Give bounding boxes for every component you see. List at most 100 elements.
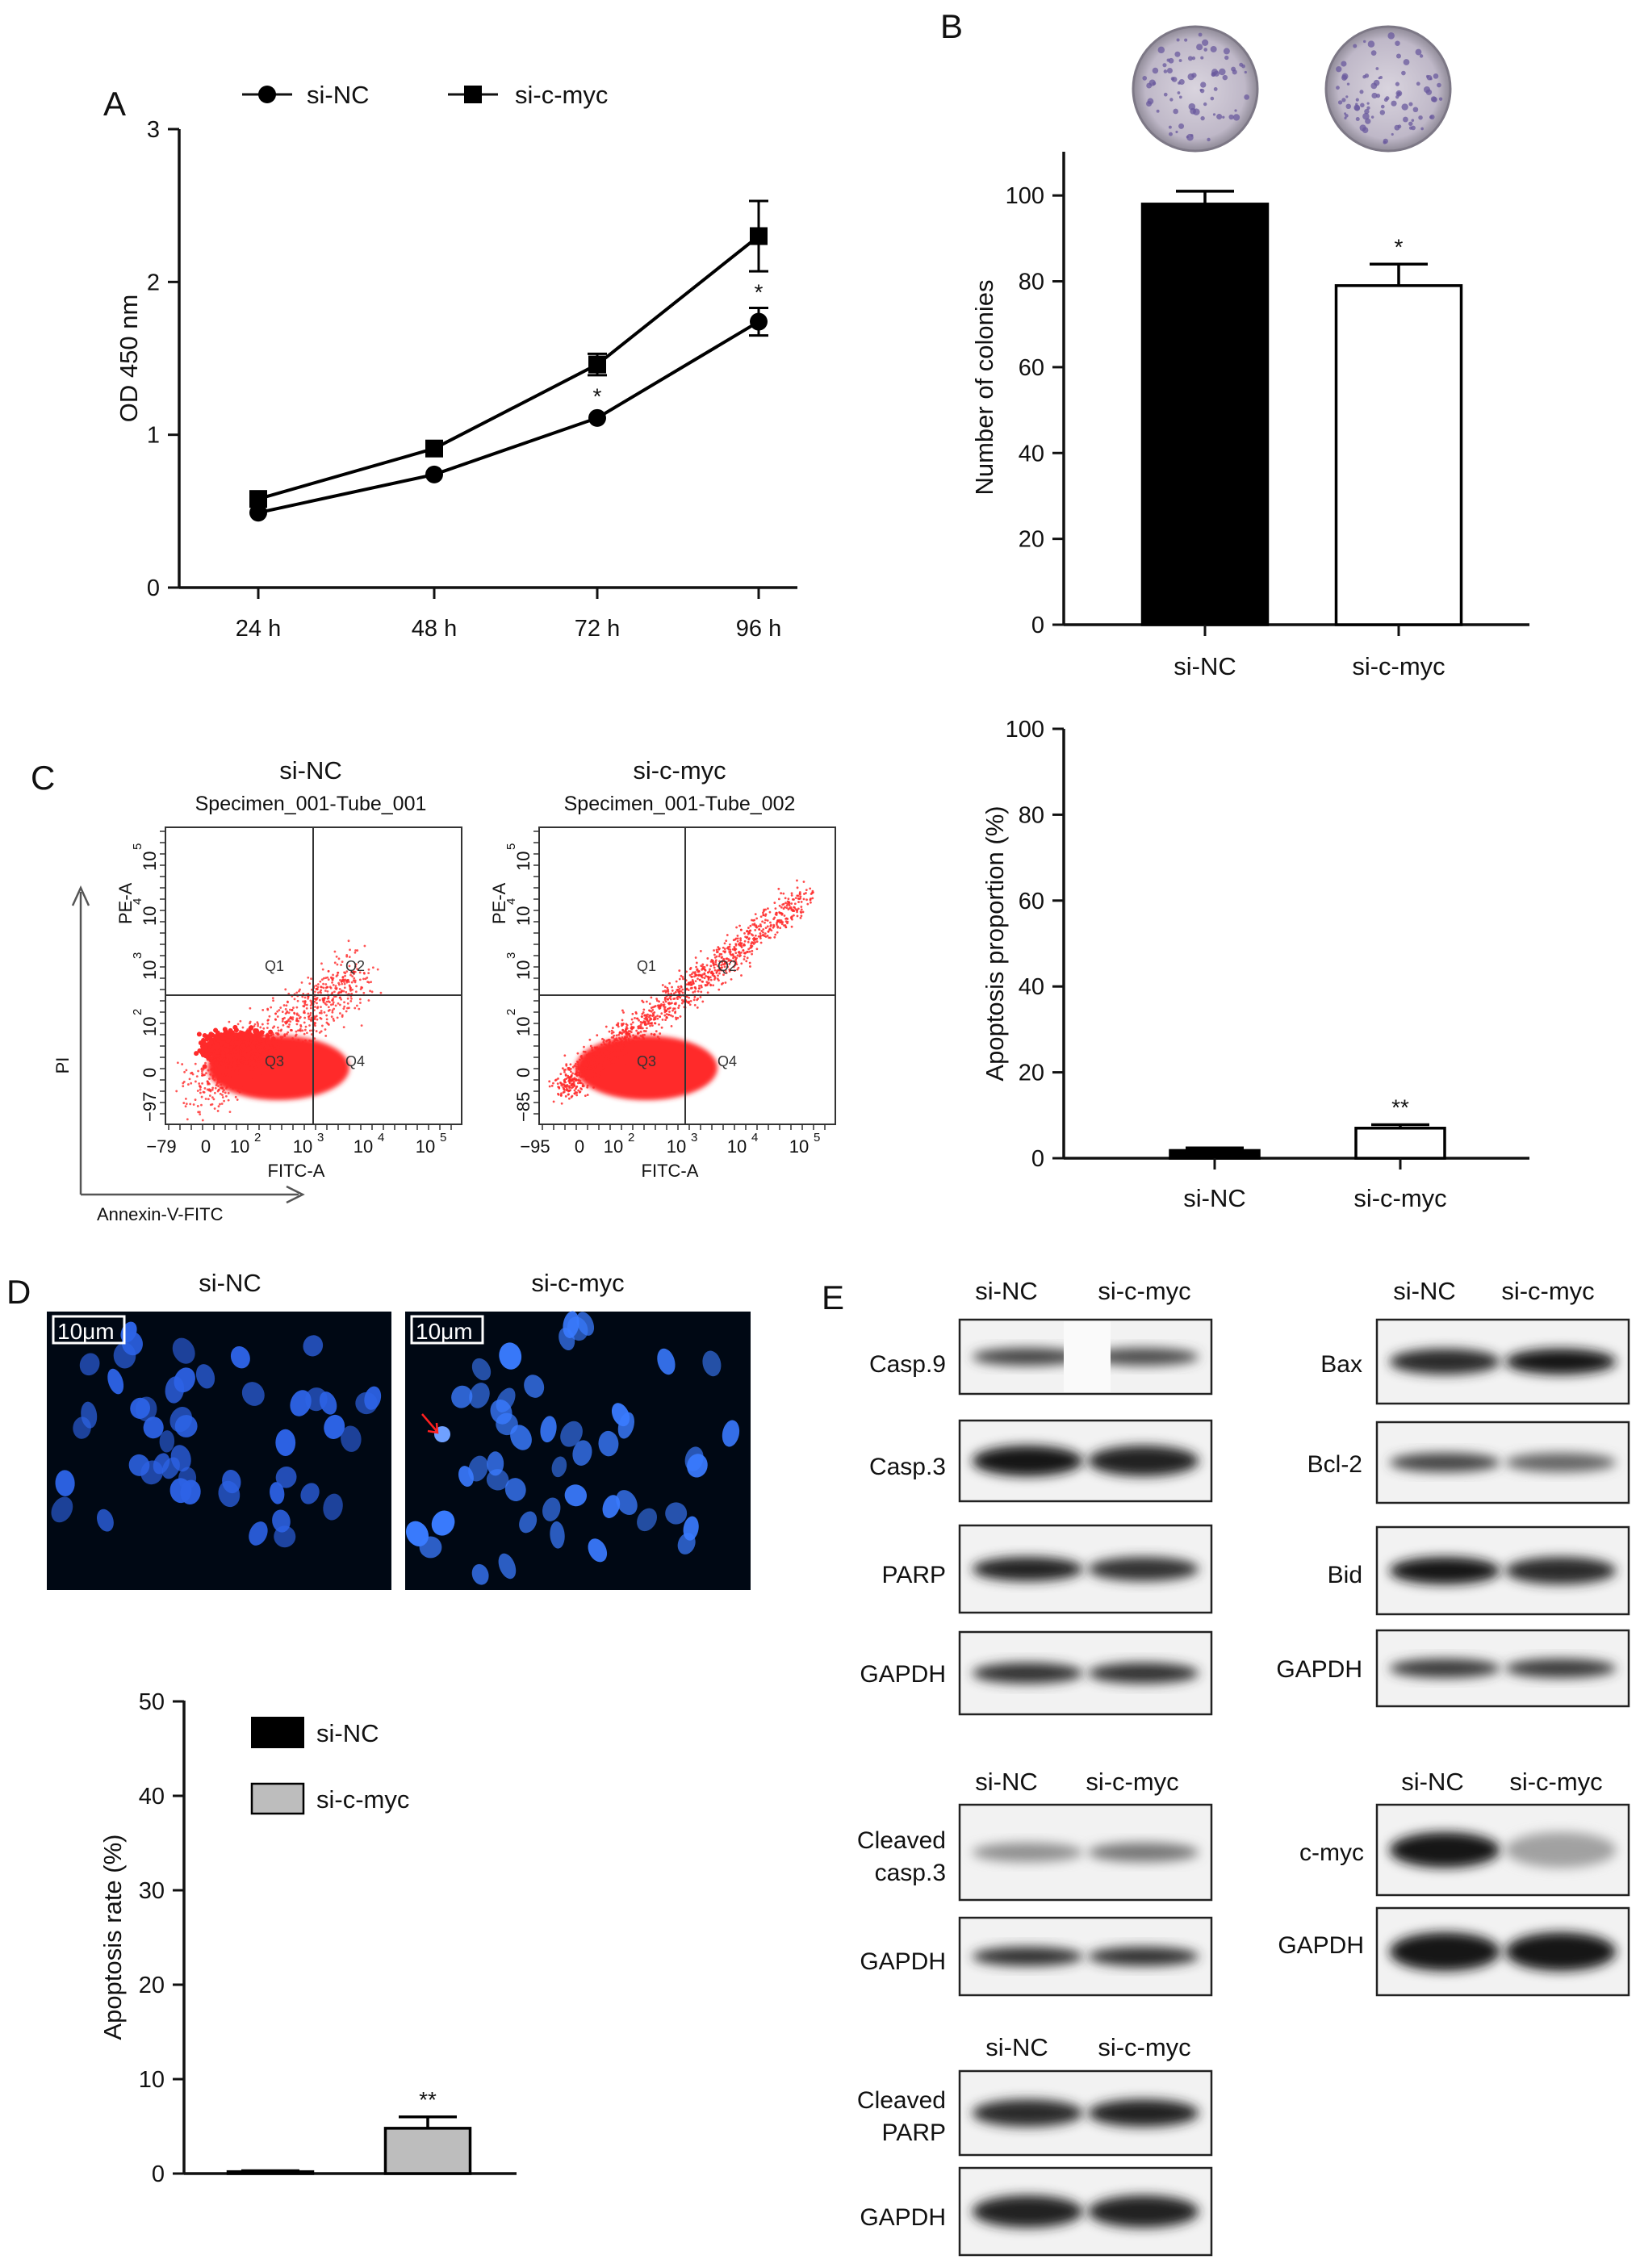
event-dot [749,947,751,949]
colony [1207,137,1211,142]
event-dot [261,1048,264,1052]
event-dot [354,990,358,994]
event-dot [208,1082,211,1086]
event-dot [743,944,746,947]
event-dot [642,1020,646,1023]
event-dot [241,1043,243,1046]
event-dot [208,1040,214,1045]
event-dot [592,1056,596,1059]
event-dot [211,1048,215,1051]
event-dot [363,972,366,975]
event-dot [767,930,770,933]
quadrant-q2: Q2 [345,958,365,974]
event-dot [679,1015,682,1018]
event-dot [584,1074,588,1078]
event-dot [196,1031,202,1037]
event-dot [589,1078,592,1081]
event-dot [797,894,800,898]
quadrant-q3: Q3 [637,1053,656,1069]
event-dot [294,1034,297,1037]
event-dot [791,918,793,921]
colony [1429,77,1433,81]
event-dot [346,1002,349,1005]
event-dot [200,1095,203,1098]
blot3-head-si-cmyc: si-c-myc [1086,1768,1178,1796]
colony [1383,138,1388,144]
svg-text:10μm: 10μm [416,1319,473,1344]
event-dot [309,1011,312,1015]
x-exp-label: 10 [416,1136,435,1157]
event-dot [717,974,719,977]
event-dot [648,1009,651,1012]
event-dot [268,1035,270,1037]
event-dot [596,1073,600,1076]
event-dot [559,1094,563,1097]
event-dot [698,985,701,987]
event-dot [755,948,759,951]
x-exp-sup: 4 [751,1131,758,1144]
scale-bar-2: 10μm [410,1315,484,1345]
event-dot [262,1065,266,1069]
event-dot [749,929,752,932]
event-dot [572,1080,575,1083]
event-dot [725,972,728,974]
blot-label-casp9: Casp.9 [869,1351,946,1378]
event-dot [622,1011,625,1014]
event-dot [264,1037,267,1040]
event-dot [251,1049,253,1052]
event-dot [340,964,342,966]
event-dot [313,1006,316,1008]
event-dot [701,1000,705,1003]
band [972,1557,1083,1581]
event-dot [175,1090,178,1093]
event-dot [768,936,771,939]
colony [1403,116,1408,123]
event-dot [779,927,782,930]
event-dot [323,1011,326,1014]
event-dot [764,921,766,924]
event-dot [791,898,794,901]
x-exp-label: 10 [354,1136,373,1157]
event-dot [659,1032,662,1035]
event-dot [625,1033,628,1036]
event-dot [613,1048,616,1052]
event-dot [589,1061,592,1063]
colony [1200,82,1207,88]
event-dot [358,978,362,981]
colony [1173,108,1178,115]
event-dot [206,1080,209,1083]
colony [1224,55,1229,61]
event-dot [548,1080,551,1083]
event-dot [309,999,312,1002]
event-dot [206,1058,209,1061]
event-dot [753,923,756,925]
event-dot [216,1110,220,1112]
event-dot [699,996,702,998]
event-dot [322,977,325,980]
event-dot [743,931,746,935]
event-dot [330,1003,333,1006]
event-dot [215,1030,220,1036]
event-dot [253,1034,257,1037]
event-dot [343,986,346,990]
event-dot [673,1002,676,1005]
event-dot [261,1038,264,1041]
event-dot [261,1023,264,1026]
event-dot [564,1073,567,1076]
event-dot [299,1027,302,1031]
y-tick-label: 0 [147,575,160,601]
event-dot [578,1072,581,1075]
blot-label-cleaved-casp3-l2: casp.3 [875,1860,946,1886]
event-dot [315,984,318,987]
event-dot [273,1037,276,1040]
event-dot [786,902,789,906]
event-dot [220,1065,223,1069]
event-dot [345,970,349,973]
event-dot [654,1022,657,1025]
event-dot [331,981,333,984]
event-dot [279,1006,282,1009]
event-dot [718,955,721,958]
colony [1211,72,1216,77]
colony [1411,119,1415,122]
